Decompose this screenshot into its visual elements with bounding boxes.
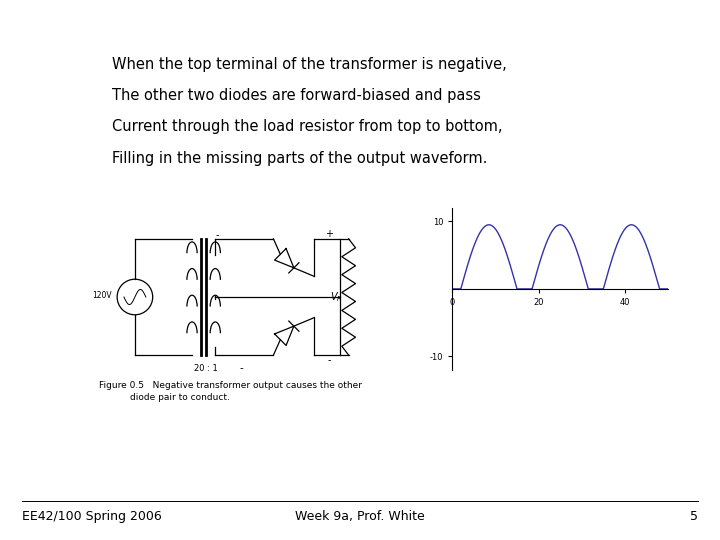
Text: Current through the load resistor from top to bottom,: Current through the load resistor from t…	[112, 119, 502, 134]
Text: $V_R$: $V_R$	[330, 290, 343, 304]
Text: -: -	[239, 363, 243, 373]
Text: The other two diodes are forward-biased and pass: The other two diodes are forward-biased …	[112, 88, 480, 103]
Text: -: -	[216, 230, 220, 240]
Text: -: -	[327, 355, 330, 365]
Text: EE42/100 Spring 2006: EE42/100 Spring 2006	[22, 510, 161, 523]
Text: 120V: 120V	[92, 291, 112, 300]
Text: 5: 5	[690, 510, 698, 523]
Text: Figure 0.5   Negative transformer output causes the other: Figure 0.5 Negative transformer output c…	[99, 381, 362, 390]
Text: +: +	[325, 229, 333, 239]
Text: 20 : 1: 20 : 1	[194, 363, 217, 373]
Text: diode pair to conduct.: diode pair to conduct.	[130, 393, 230, 402]
Text: Week 9a, Prof. White: Week 9a, Prof. White	[295, 510, 425, 523]
Text: Filling in the missing parts of the output waveform.: Filling in the missing parts of the outp…	[112, 151, 487, 166]
Text: When the top terminal of the transformer is negative,: When the top terminal of the transformer…	[112, 57, 506, 72]
